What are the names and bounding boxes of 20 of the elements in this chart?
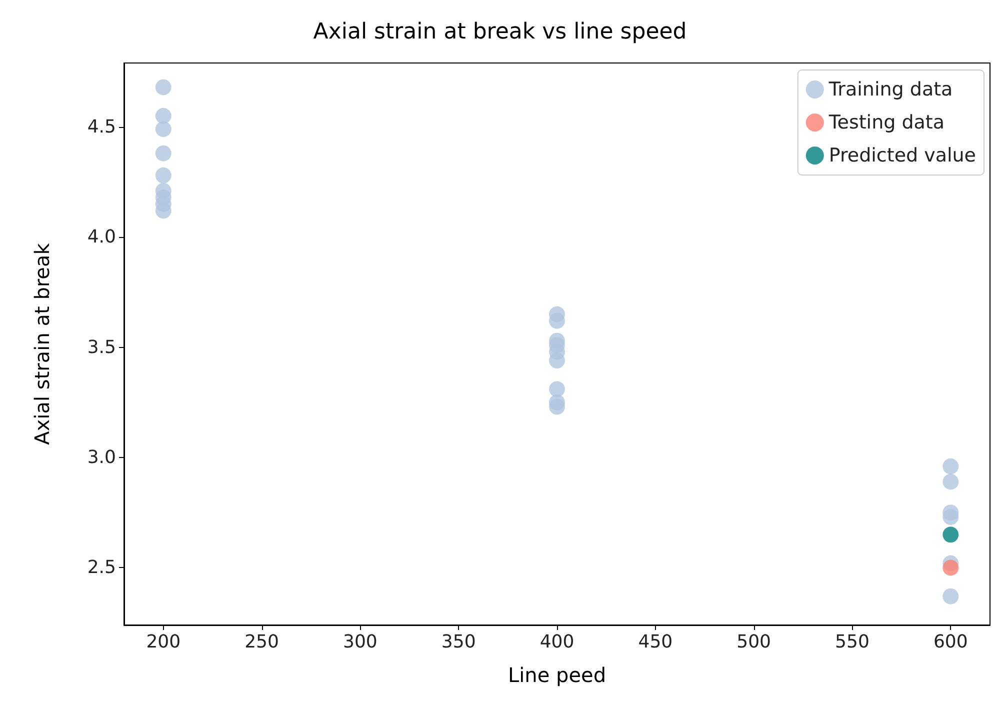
x-tick-label: 400 xyxy=(540,632,574,652)
x-tick-label: 450 xyxy=(638,632,673,652)
legend-label: Predicted value xyxy=(828,144,976,166)
y-tick-label: 3.5 xyxy=(87,336,116,358)
y-axis-title: Axial strain at break xyxy=(30,242,54,445)
x-tick-label: 500 xyxy=(736,632,771,652)
y-tick-label: 4.0 xyxy=(87,226,116,248)
x-axis-title: Line peed xyxy=(508,663,606,687)
x-tick-label: 350 xyxy=(441,632,476,652)
y-tick-label: 3.0 xyxy=(87,447,116,468)
x-tick-label: 300 xyxy=(343,632,378,652)
chart-title: Axial strain at break vs line speed xyxy=(313,20,687,44)
x-tick-label: 550 xyxy=(835,632,870,652)
legend-label: Training data xyxy=(828,78,953,100)
x-tick-label: 200 xyxy=(146,632,181,652)
y-tick-label: 4.5 xyxy=(87,116,116,138)
legend-label: Testing data xyxy=(828,112,945,134)
x-tick-label: 600 xyxy=(933,632,968,652)
x-tick-label: 250 xyxy=(244,632,279,652)
y-tick-label: 2.5 xyxy=(87,557,116,578)
